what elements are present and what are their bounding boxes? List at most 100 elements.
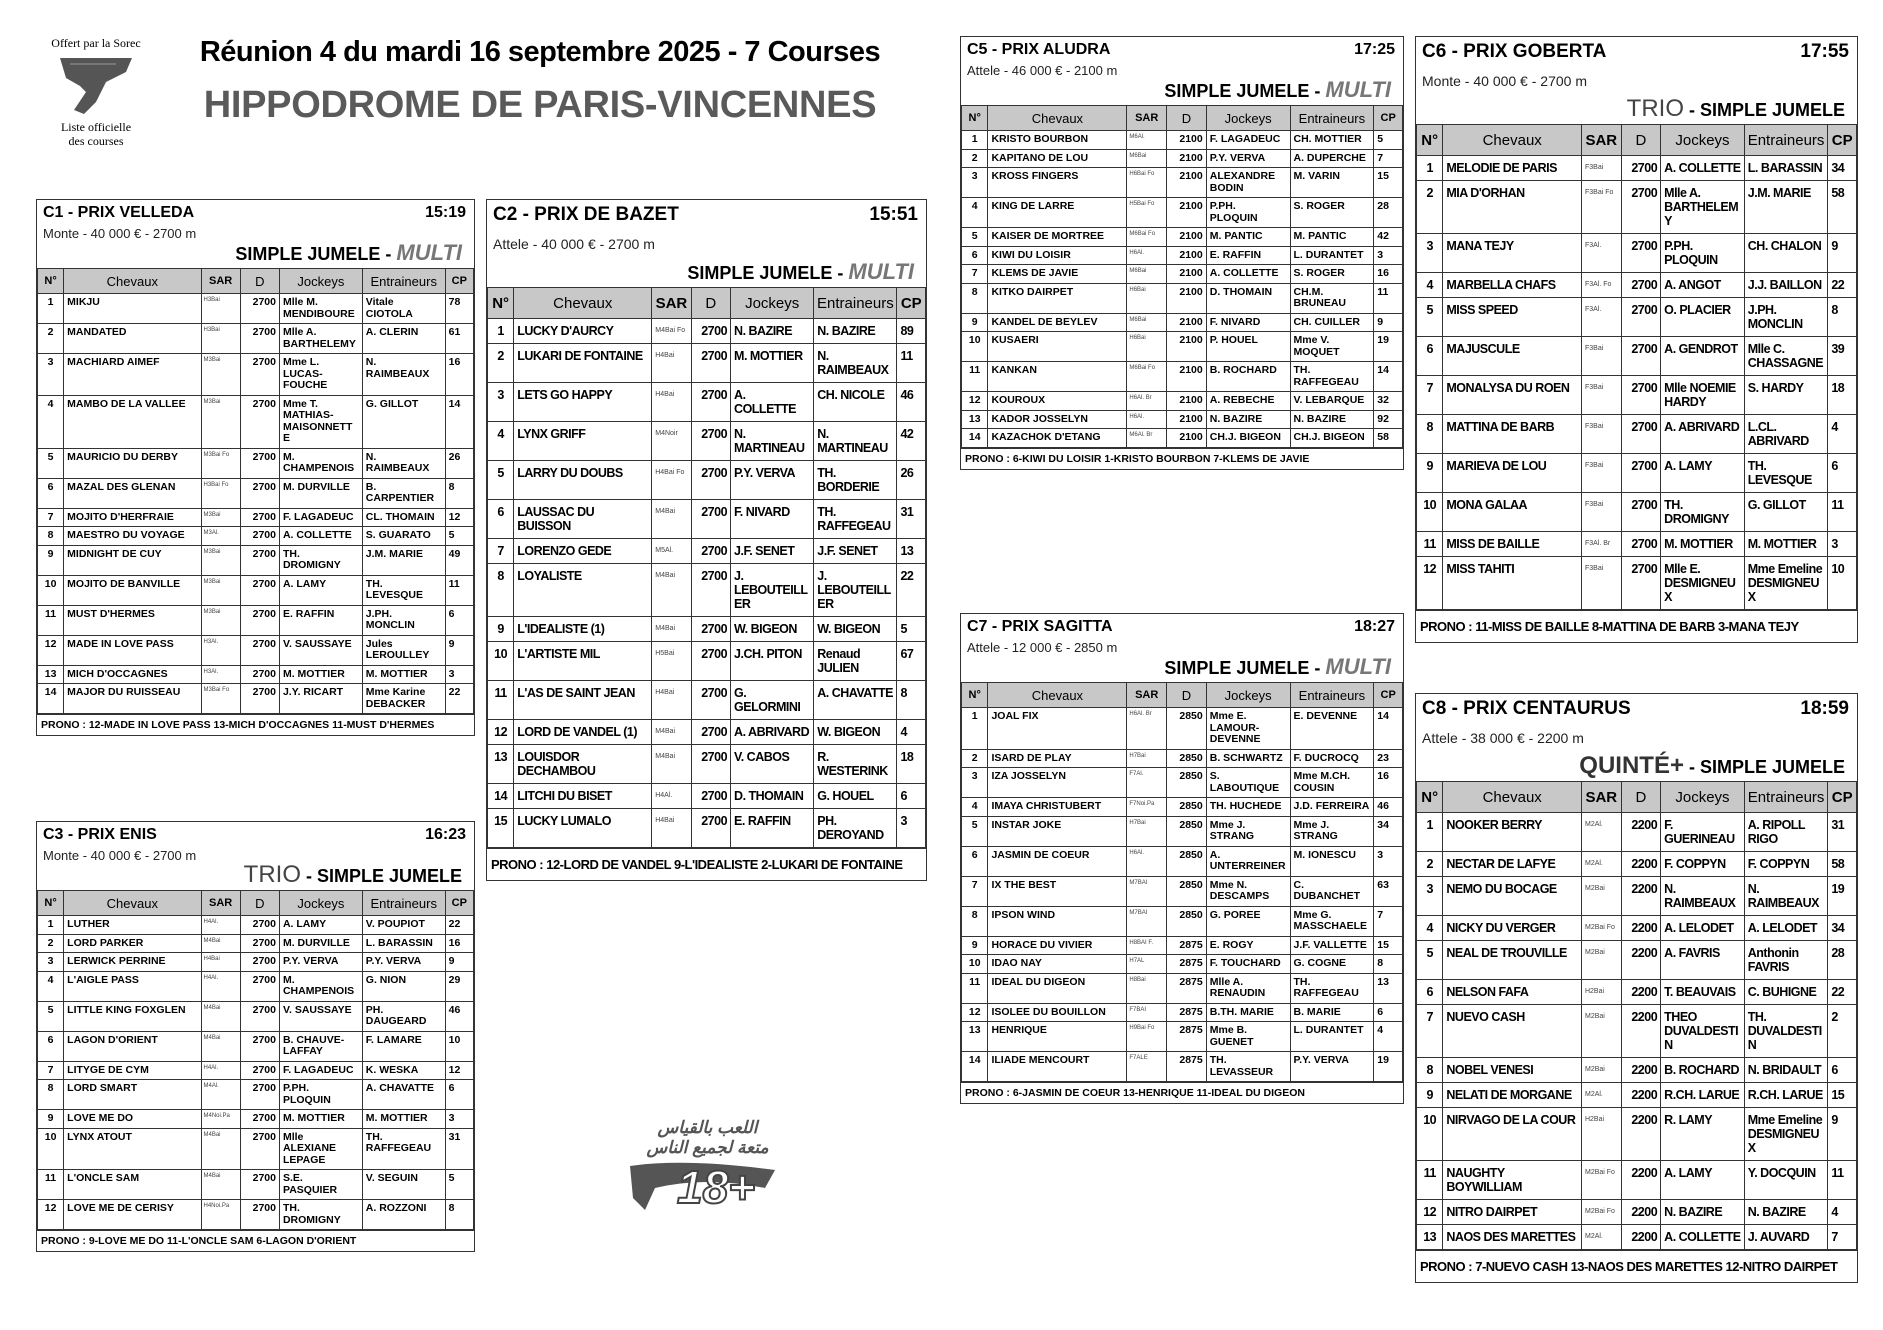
cell-horse-name: MISS DE BAILLE (1442, 531, 1582, 557)
cell-jockey: E. RAFFIN (278, 604, 363, 636)
column-header-cp: CP (1373, 682, 1403, 708)
cell-trainer: N. RAIMBEAUX (361, 447, 446, 479)
cell-horse-number: 1 (960, 707, 989, 750)
cell-jockey: P.Y. VERVA (278, 952, 363, 972)
cell-sar: M2Bai (1580, 1004, 1622, 1058)
cell-horse-number: 10 (36, 574, 65, 606)
cell-distance: 2700 (239, 1199, 280, 1230)
bet-type: TRIO (1626, 95, 1684, 122)
bet-type: MULTI (1325, 77, 1391, 102)
runner-row: 10 LYNX ATOUT M4Bai 2700 Mlle ALEXIANE LEPAG… (36, 1127, 475, 1170)
runner-row: 2 ISARD DE PLAY H7Bai 2850 B. SCHWARTZ F. DUC… (960, 748, 1403, 768)
column-header-trainer: Entraineurs (1743, 781, 1829, 813)
cell-jockey: A. COLLETTE (1660, 155, 1745, 181)
cell-horse-number: 11 (1415, 531, 1444, 557)
cell-horse-name: MARIEVA DE LOU (1442, 453, 1582, 493)
cell-jockey: P. HOUEL (1205, 331, 1291, 362)
column-header-horse-number: N° (36, 890, 65, 916)
cell-horse-number: 8 (36, 1079, 65, 1110)
cell-sar: F3Bai (1580, 453, 1622, 493)
cell-trainer: G. GILLOT (1743, 492, 1829, 532)
cell-distance: 2700 (1620, 297, 1662, 337)
cell-jockey: M. MOTTIER (278, 1109, 363, 1129)
prono: PRONO : 11-MISS DE BAILLE 8-MATTINA DE B… (1416, 610, 1857, 642)
runner-row: 1 LUCKY D'AURCY M4Bai Fo 2700 N. BAZIRE N. BA… (486, 318, 926, 344)
column-header-sar: SAR (651, 287, 692, 319)
cell-trainer: J.PH. MONCLIN (361, 604, 446, 636)
cell-trainer: CL. THOMAIN (361, 507, 446, 527)
cell-horse-number: 12 (36, 1199, 65, 1230)
cell-trainer: CH.M. BRUNEAU (1289, 282, 1375, 314)
cell-horse-name: IMAYA CHRISTUBERT (987, 797, 1128, 817)
cell-horse-number: 14 (960, 428, 989, 448)
cell-trainer: L. BARASSIN (1743, 155, 1829, 181)
cell-horse-name: LYNX GRIFF (513, 421, 653, 461)
cell-cp: 10 (444, 1030, 475, 1062)
cell-distance: 2200 (1620, 1224, 1662, 1250)
cell-horse-number: 7 (960, 264, 989, 284)
cell-jockey: N. RAIMBEAUX (1660, 876, 1745, 916)
cell-horse-name: IZA JOSSELYN (987, 767, 1128, 798)
runner-row: 8 MAESTRO DU VOYAGE M3Al. 2700 A. COLLETTE S.… (36, 526, 475, 546)
cell-jockey: R. LAMY (1660, 1107, 1745, 1161)
cell-jockey: Mme E. LAMOUR-DEVENNE (1205, 707, 1291, 750)
cell-horse-number: 10 (960, 331, 989, 362)
cell-distance: 2100 (1166, 391, 1207, 411)
cell-trainer: Jules LEROULLEY (361, 634, 446, 666)
cell-distance: 2850 (1166, 905, 1207, 937)
race-conditions: Attele - 12 000 € - 2850 m (967, 640, 1118, 655)
cell-cp: 28 (1827, 940, 1857, 980)
cell-cp: 58 (1827, 851, 1857, 877)
cell-horse-name: KAISER DE MORTREE (987, 227, 1128, 247)
cell-sar: H4Al. (651, 783, 692, 809)
cell-sar: H7AL (1126, 954, 1168, 974)
runner-row: 11 MISS DE BAILLE F3Al. Br 2700 M. MOTTIER M.… (1415, 531, 1857, 557)
cell-cp: 14 (1373, 707, 1403, 750)
runner-row: 11 L'ONCLE SAM M4Bai 2700 S.E. PASQUIER V. SE… (36, 1169, 475, 1200)
runner-row: 1 MELODIE DE PARIS F3Bai 2700 A. COLLETTE L. … (1415, 155, 1857, 181)
cell-horse-name: MISS TAHITI (1442, 556, 1582, 610)
cell-cp: 46 (896, 382, 926, 422)
runner-row: 11 L'AS DE SAINT JEAN H4Bai 2700 G. GELORMIN… (486, 680, 926, 720)
runner-row: 7 KLEMS DE JAVIE M6Bai 2100 A. COLLETTE S. RO… (960, 264, 1403, 284)
cell-horse-number: 3 (36, 952, 65, 972)
race-time: 15:19 (425, 204, 466, 221)
cell-jockey: A. REBECHE (1205, 391, 1291, 411)
cell-distance: 2875 (1166, 972, 1207, 1004)
cell-trainer: B. MARIE (1289, 1002, 1375, 1022)
cell-horse-name: NELSON FAFA (1442, 979, 1582, 1005)
cell-sar: M3Bai Fo (200, 683, 241, 714)
cell-distance: 2700 (690, 563, 732, 617)
cell-jockey: TH. DROMIGNY (1660, 492, 1745, 532)
cell-jockey: N. BAZIRE (1660, 1199, 1745, 1225)
cell-trainer: A. RIPOLL RIGO (1743, 812, 1829, 852)
prono: PRONO : 6-JASMIN DE COEUR 13-HENRIQUE 11… (961, 1082, 1403, 1103)
runner-row: 10 MOJITO DE BANVILLE M3Bai 2700 A. LAMY TH. … (36, 574, 475, 606)
cell-sar: H3Bai (200, 323, 241, 354)
cell-horse-name: LITYGE DE CYM (63, 1060, 202, 1080)
cell-jockey: A. LAMY (1660, 453, 1745, 493)
cell-trainer: M. MOTTIER (361, 664, 446, 684)
runner-row: 14 ILIADE MENCOURT F7ALE 2875 TH. LEVASSEUR P… (960, 1051, 1403, 1082)
column-header-horse-number: N° (1415, 781, 1444, 813)
cell-trainer: TH. BORDERIE (813, 460, 898, 500)
cell-distance: 2700 (239, 1169, 280, 1200)
cell-distance: 2700 (1620, 336, 1662, 376)
cell-sar: H2Bai (1580, 1107, 1622, 1161)
cell-jockey: J.CH. PITON (730, 641, 815, 681)
runner-row: 5 LARRY DU DOUBS H4Bai Fo 2700 P.Y. VERVA TH.… (486, 460, 926, 500)
cell-horse-name: MIDNIGHT DE CUY (63, 544, 202, 576)
cell-cp: 16 (444, 353, 475, 396)
cell-horse-number: 7 (36, 507, 65, 527)
cell-jockey: F. LAGADEUC (1205, 130, 1291, 150)
cell-jockey: A. COLLETTE (1205, 264, 1291, 284)
runner-row: 9 L'IDEALISTE (1) M4Bai 2700 W. BIGEON W. BIG… (486, 616, 926, 642)
runner-row: 1 KRISTO BOURBON M6Al. 2100 F. LAGADEUC CH. M… (960, 130, 1403, 150)
column-header-distance: D (690, 287, 732, 319)
bet-type: SIMPLE JUMELE - (1164, 658, 1326, 678)
cell-sar: H6Bai Fo (1126, 167, 1168, 198)
cell-trainer: N. BAZIRE (1743, 1199, 1829, 1225)
cell-jockey: G. GELORMINI (730, 680, 815, 720)
runner-row: 6 JASMIN DE COEUR H6Al. 2850 A. UNTERREINER M… (960, 845, 1403, 877)
cell-cp: 15 (1373, 935, 1403, 955)
